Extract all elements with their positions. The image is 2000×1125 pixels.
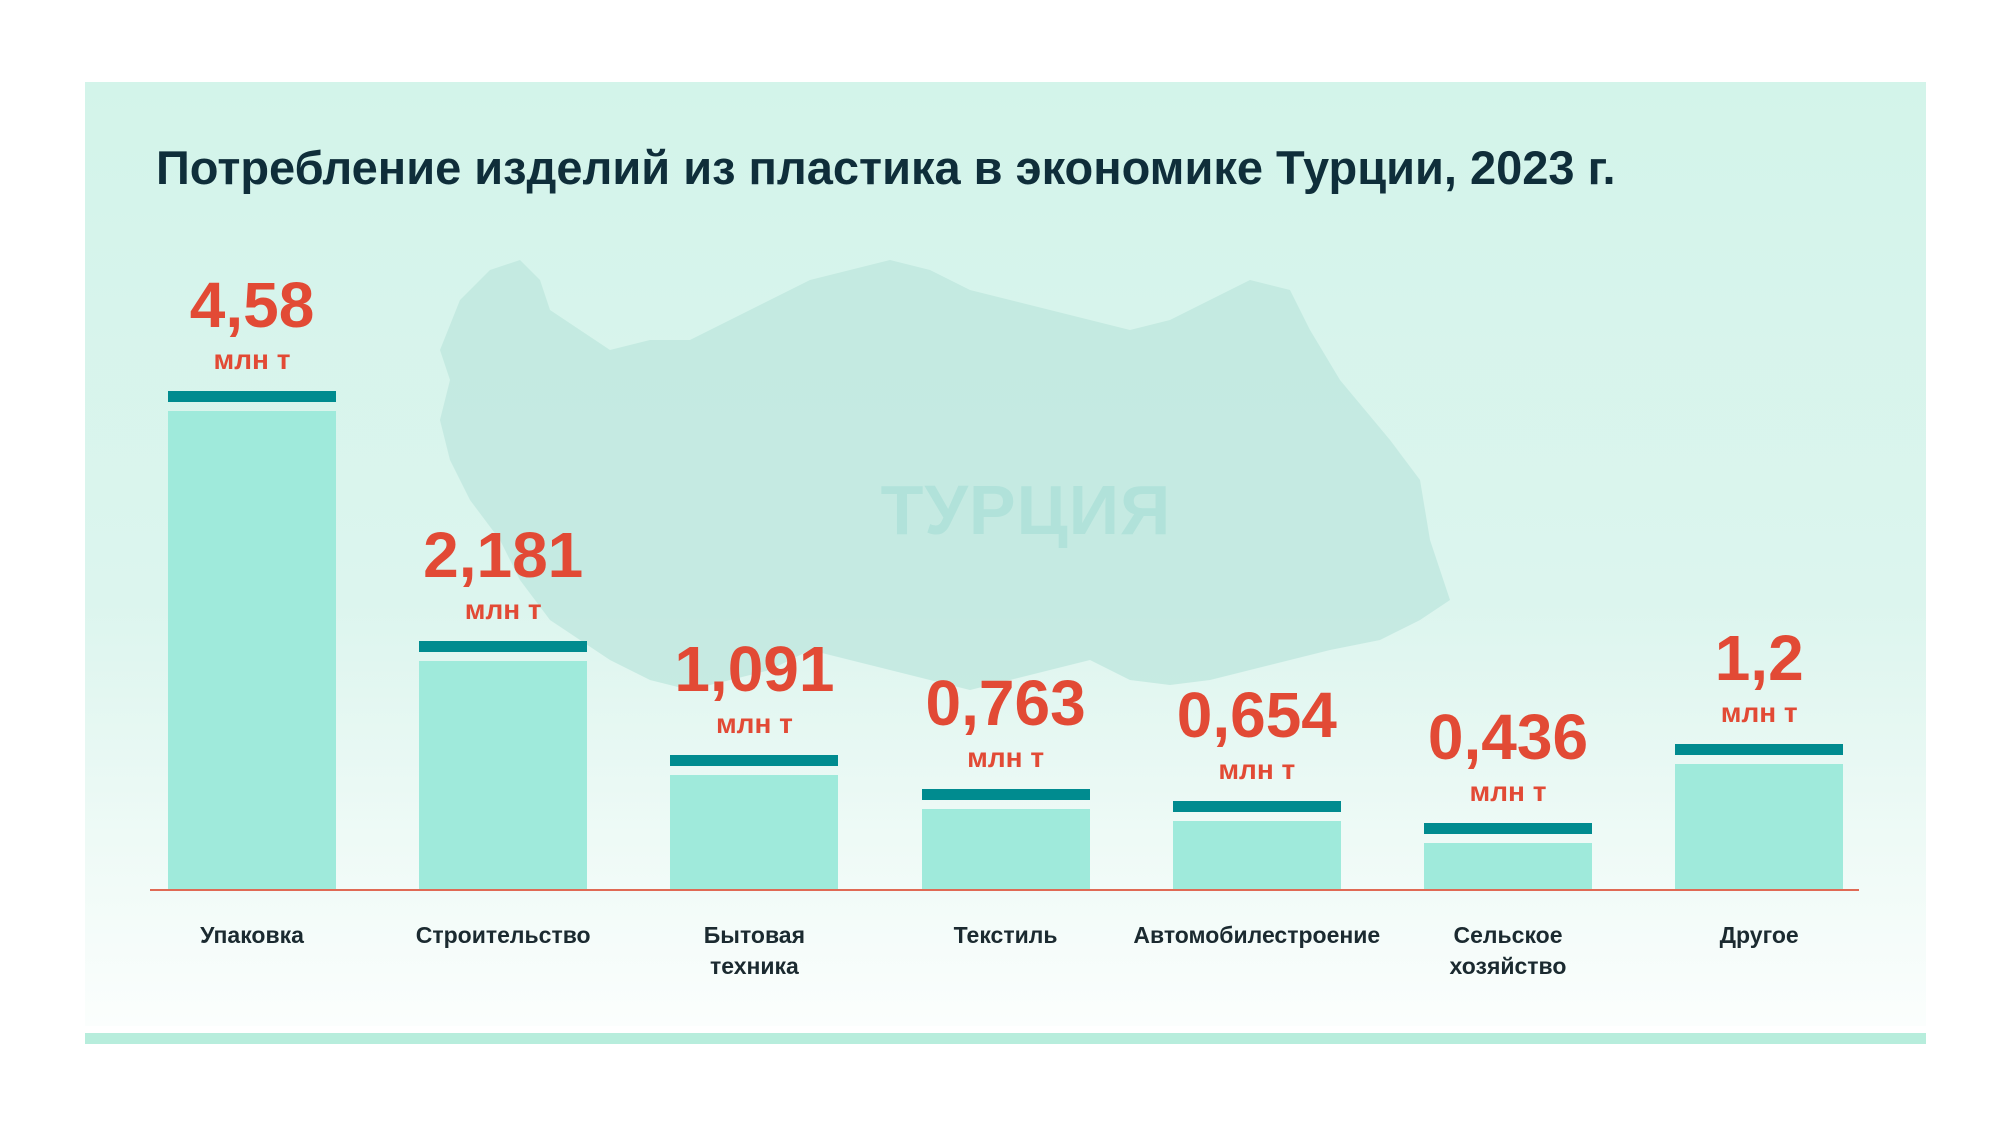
bar <box>921 809 1090 889</box>
category-label: Сельское хозяйство <box>1358 920 1658 982</box>
category-label-line: техника <box>709 953 799 979</box>
category-label-line: Сельское <box>1453 922 1563 948</box>
category-label-line: Другое <box>1719 922 1799 948</box>
category-label: Автомобилестроение <box>1107 920 1407 951</box>
value-label: 1,2 <box>1714 621 1804 694</box>
unit-label: млн т <box>464 594 542 626</box>
unit-label: млн т <box>213 343 291 375</box>
value-label: 1,091 <box>674 633 835 706</box>
bar-cap <box>921 789 1090 801</box>
bar <box>670 775 839 889</box>
category-label-line: Упаковка <box>200 922 304 948</box>
value-label: 4,58 <box>189 268 315 341</box>
category-label: Строительство <box>353 920 653 951</box>
turkey-map-background <box>440 260 1450 690</box>
bar <box>168 410 336 889</box>
value-label: 2,181 <box>423 519 584 592</box>
unit-label: млн т <box>715 708 793 740</box>
value-label: 0,436 <box>1427 701 1589 774</box>
category-label-line: Строительство <box>415 922 591 948</box>
chart-title: Потребление изделий из пластика в эконом… <box>156 141 1616 194</box>
x-axis-line <box>150 889 1859 891</box>
unit-label: млн т <box>967 742 1045 774</box>
value-label: 0,763 <box>925 667 1086 740</box>
map-label: ТУРЦИЯ <box>880 471 1172 549</box>
bar-cap <box>168 390 336 402</box>
category-label-line: Текстиль <box>953 922 1058 948</box>
bar <box>1172 820 1341 889</box>
bar-cap <box>670 755 839 767</box>
bar-cap <box>1172 800 1341 812</box>
category-label: Другое <box>1609 920 1909 951</box>
category-label-line: хозяйство <box>1449 953 1567 979</box>
bar <box>419 661 588 889</box>
bar-cap <box>419 641 588 653</box>
category-label: Текстиль <box>856 920 1156 951</box>
category-label-line: Бытовая <box>703 922 805 948</box>
unit-label: млн т <box>1469 776 1547 808</box>
bar-cap <box>1675 743 1844 755</box>
value-label: 0,654 <box>1176 678 1337 751</box>
bar <box>1424 843 1592 889</box>
category-label: Бытовая техника <box>604 920 904 982</box>
bar-cap <box>1424 823 1592 835</box>
category-label: Упаковка <box>102 920 402 951</box>
bar <box>1675 763 1844 889</box>
unit-label: млн т <box>1218 753 1296 785</box>
bottom-strip <box>85 1033 1926 1044</box>
unit-label: млн т <box>1720 696 1798 728</box>
category-label-line: Автомобилестроение <box>1133 922 1381 948</box>
